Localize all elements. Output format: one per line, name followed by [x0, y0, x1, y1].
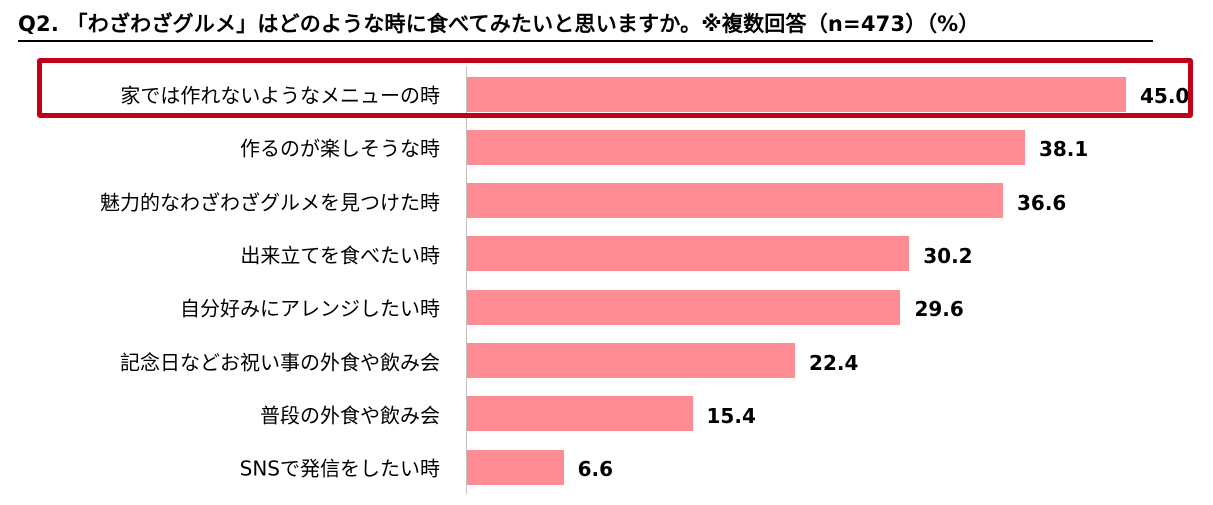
bar: [467, 236, 910, 272]
category-label: 記念日などお祝い事の外食や飲み会: [120, 350, 440, 374]
category-label: 出来立てを食べたい時: [240, 243, 440, 268]
value-label: 38.1: [1038, 137, 1089, 162]
bar: [467, 129, 1025, 165]
value-label: 29.6: [914, 297, 964, 322]
category-axis-line: [466, 66, 467, 494]
bar: [467, 396, 693, 432]
bar: [467, 449, 564, 485]
category-label: 魅力的なわざわざグルメを見つけた時: [100, 190, 440, 215]
bar: [467, 183, 1003, 219]
highlight-box: [37, 58, 1193, 118]
bar: [467, 343, 796, 378]
value-label: 22.4: [809, 350, 859, 375]
value-label: 15.4: [706, 403, 756, 428]
value-label: 45.0: [1140, 84, 1190, 108]
category-label: 自分好みにアレンジしたい時: [180, 296, 440, 321]
value-label: 6.6: [577, 457, 614, 482]
value-label: 36.6: [1016, 190, 1067, 215]
category-label: 普段の外食や飲み会: [260, 403, 440, 428]
value-label: 30.2: [923, 243, 973, 268]
bar: [467, 76, 1126, 112]
category-label: SNSで発信をしたい時: [239, 456, 440, 481]
category-label: 作るのが楽しそうな時: [240, 136, 440, 161]
chart-title: Q2. 「わざわざグルメ」はどのような時に食べてみたいと思いますか。※複数回答（…: [18, 12, 980, 36]
category-label: 家では作れないようなメニューの時: [120, 83, 440, 108]
title-underline: [18, 40, 1153, 42]
bar: [467, 289, 901, 325]
